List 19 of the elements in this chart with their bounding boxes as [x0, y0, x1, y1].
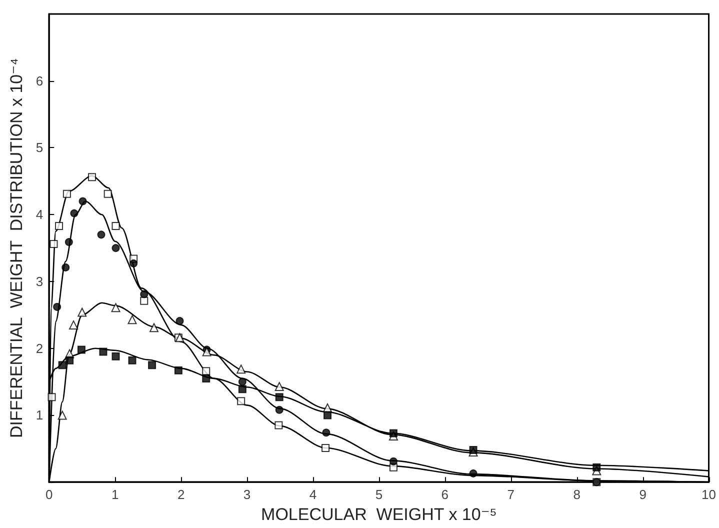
x-tick-label: 2 — [177, 487, 185, 502]
x-tick-label: 6 — [441, 487, 449, 502]
x-tick-label: 4 — [309, 487, 317, 502]
y-tick-label: 2 — [36, 340, 44, 356]
x-tick-label: 8 — [573, 487, 580, 502]
x-tick-label: 1 — [111, 487, 119, 502]
x-tick-label: 9 — [639, 487, 646, 502]
x-axis-title: MOLECULAR WEIGHT x 10⁻⁵ — [261, 505, 497, 524]
y-axis-title: DIFFERENTIAL WEIGHT DISTRIBUTION x 10⁻⁴ — [7, 58, 26, 438]
y-tick-label: 4 — [36, 207, 44, 222]
x-tick-label: 5 — [375, 487, 383, 502]
x-tick-label: 0 — [46, 487, 53, 502]
x-tick-label: 3 — [243, 487, 251, 502]
x-tick-label: 10 — [702, 487, 716, 502]
y-tick-label: 3 — [36, 274, 44, 289]
y-tick-label: 5 — [36, 140, 44, 156]
y-tick-label: 1 — [36, 408, 44, 423]
y-tick-label: 6 — [36, 73, 44, 88]
x-tick-label: 7 — [507, 487, 514, 502]
